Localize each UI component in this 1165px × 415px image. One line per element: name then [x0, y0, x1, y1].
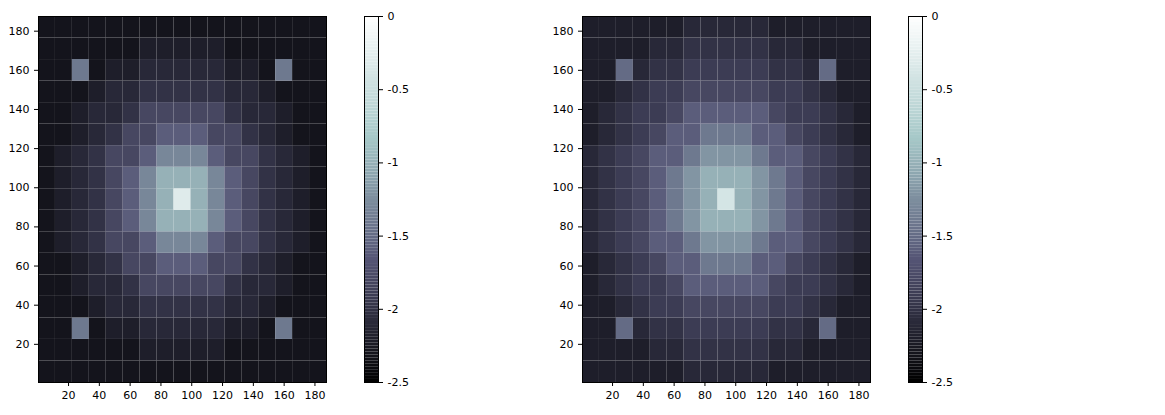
svg-text:140: 140: [553, 103, 574, 116]
svg-text:140: 140: [243, 389, 264, 402]
svg-text:40: 40: [560, 299, 574, 312]
svg-text:-1: -1: [388, 156, 399, 169]
svg-text:-2.5: -2.5: [932, 376, 953, 389]
svg-text:140: 140: [9, 103, 30, 116]
svg-text:100: 100: [725, 389, 746, 402]
svg-text:20: 20: [560, 338, 574, 351]
svg-text:-0.5: -0.5: [932, 83, 953, 96]
svg-text:160: 160: [818, 389, 839, 402]
svg-text:-2.5: -2.5: [388, 376, 409, 389]
svg-text:20: 20: [62, 389, 76, 402]
svg-text:-0.5: -0.5: [388, 83, 409, 96]
svg-text:100: 100: [181, 389, 202, 402]
svg-text:-2: -2: [388, 303, 399, 316]
svg-text:-1: -1: [932, 156, 943, 169]
svg-text:60: 60: [123, 389, 137, 402]
svg-text:140: 140: [787, 389, 808, 402]
svg-text:40: 40: [16, 299, 30, 312]
svg-text:0: 0: [388, 10, 395, 23]
svg-text:-1.5: -1.5: [932, 230, 953, 243]
svg-text:20: 20: [606, 389, 620, 402]
svg-text:120: 120: [9, 142, 30, 155]
svg-text:160: 160: [553, 64, 574, 77]
svg-text:80: 80: [154, 389, 168, 402]
svg-text:100: 100: [9, 181, 30, 194]
svg-text:80: 80: [16, 220, 30, 233]
svg-text:80: 80: [560, 220, 574, 233]
svg-text:120: 120: [553, 142, 574, 155]
svg-text:120: 120: [756, 389, 777, 402]
svg-text:180: 180: [553, 25, 574, 38]
svg-text:80: 80: [698, 389, 712, 402]
svg-text:-1.5: -1.5: [388, 230, 409, 243]
svg-text:60: 60: [16, 260, 30, 273]
svg-text:120: 120: [212, 389, 233, 402]
svg-text:180: 180: [9, 25, 30, 38]
svg-text:40: 40: [636, 389, 650, 402]
svg-text:160: 160: [274, 389, 295, 402]
svg-text:20: 20: [16, 338, 30, 351]
svg-text:180: 180: [304, 389, 325, 402]
svg-text:0: 0: [932, 10, 939, 23]
svg-text:180: 180: [848, 389, 869, 402]
svg-text:160: 160: [9, 64, 30, 77]
svg-text:100: 100: [553, 181, 574, 194]
svg-text:60: 60: [667, 389, 681, 402]
svg-text:60: 60: [560, 260, 574, 273]
svg-text:-2: -2: [932, 303, 943, 316]
svg-text:40: 40: [92, 389, 106, 402]
